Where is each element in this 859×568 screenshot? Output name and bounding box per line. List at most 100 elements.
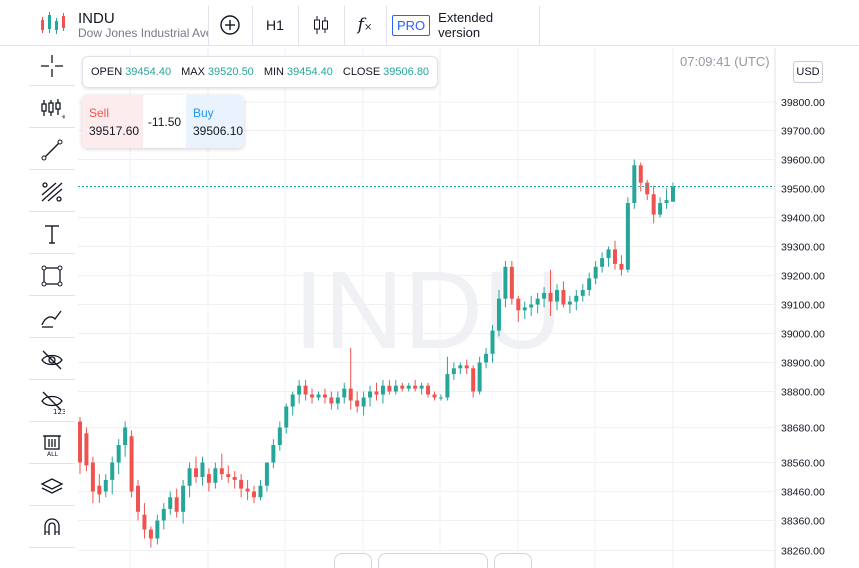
hide-indicators-tool[interactable]: 123 [29,382,75,422]
magnet-tool[interactable] [29,508,75,548]
magnet-icon [44,517,60,535]
more-tools[interactable] [29,550,75,568]
scroll-right-button[interactable] [494,553,532,568]
candle-body [600,258,605,267]
hide-drawings-tool[interactable] [29,340,75,380]
candle-body [200,462,205,477]
candle-body [322,394,327,398]
watermark: INDU [294,249,563,372]
candle-body [496,298,501,331]
spread-value: -11.50 [147,114,182,129]
candle-body [258,485,263,498]
divider [539,6,540,46]
price-tick-label: 39700.00 [781,126,825,138]
compare-button[interactable] [214,8,246,42]
price-chart[interactable]: INDU 39800.00 39700.00 39600.00 39500.00 394… [78,48,859,568]
svg-text:123: 123 [53,408,65,415]
candle-body [554,290,559,302]
price-tick-label: 38260.00 [781,546,825,558]
candle-body [426,385,431,395]
candle-body [432,394,437,398]
candle-body [148,529,153,539]
candle-body [664,200,669,203]
delete-all-tool[interactable]: ALL [29,424,75,464]
candle-body [606,249,611,259]
close-value: 39506.80 [383,66,430,78]
candle-body [419,385,424,389]
candle-body [625,203,630,270]
sell-price: 39517.60 [89,124,140,138]
candle-body [516,298,521,311]
candle-body [329,397,334,404]
candle-body [542,292,547,299]
trade-widget: Sell 39517.60 -11.50 Buy 39506.10 [82,95,244,148]
candle-body [174,497,179,512]
candle-body [368,391,373,398]
shape-tool[interactable] [29,256,75,296]
candle-body [181,485,186,512]
candle-body [567,301,572,305]
candle-body [593,266,598,279]
candle-body [651,194,656,215]
max-value: 39520.50 [207,66,254,78]
price-tick-label: 39500.00 [781,184,825,196]
candle-body [471,368,476,392]
candle-body [187,468,192,486]
candle-body [464,365,469,369]
candle-body [297,385,302,395]
candle-body [387,385,392,392]
extended-version-button[interactable]: PRO Extended version [392,8,534,42]
candle-body [503,266,508,299]
candle-body [490,330,495,354]
candle-body [548,292,553,302]
layers-icon [40,477,64,494]
fib-tool[interactable] [29,172,75,212]
candle-body [226,474,231,477]
candle-body [219,468,224,475]
scroll-left-button[interactable] [334,553,372,568]
indicators-button[interactable]: f× [348,8,382,42]
price-tick-label: 39000.00 [781,329,825,341]
candle-body [535,298,540,305]
candle-body [123,427,128,445]
divider [386,6,387,46]
brush-tool[interactable] [29,298,75,338]
currency-button[interactable]: USD [793,61,823,83]
candle-body [206,474,211,483]
candle-body [400,385,405,389]
candle-body [361,397,366,407]
crosshair-tool[interactable] [29,46,75,86]
candle-body [116,445,121,463]
candle-body [522,307,527,311]
text-tool[interactable] [29,214,75,254]
candle-body [451,368,456,375]
candle-body [406,385,411,389]
function-icon: f× [357,15,373,35]
candle-body [645,182,650,195]
logo-icon [41,12,65,34]
layers-tool[interactable] [29,466,75,506]
zoom-controls[interactable] [378,553,488,568]
divider [208,6,209,46]
trend-line-tool[interactable] [29,130,75,170]
symbol-name[interactable]: INDU [78,10,115,27]
ohlc-legend: OPEN 39454.40 MAX 39520.50 MIN 39454.40 CLO… [82,56,439,88]
candle-body [587,278,592,290]
interval-button[interactable]: H1 [266,17,284,33]
left-drawing-toolbar: + 123 ALL [0,46,78,568]
price-tick-label: 38460.00 [781,487,825,499]
hide-drawings-icon [41,350,63,369]
chart-type-button[interactable] [304,8,338,42]
candle-body [168,497,173,509]
candle-body [84,433,89,466]
candle-body [445,374,450,398]
divider [252,6,253,46]
open-value: 39454.40 [125,66,172,78]
buy-button[interactable]: Buy 39506.10 [186,95,244,148]
indicators-tool[interactable]: + [29,88,75,128]
candle-body [264,462,269,486]
candle-body [129,436,134,492]
candle-body [342,388,347,398]
sell-button[interactable]: Sell 39517.60 [82,95,143,148]
candle-body [316,394,321,398]
